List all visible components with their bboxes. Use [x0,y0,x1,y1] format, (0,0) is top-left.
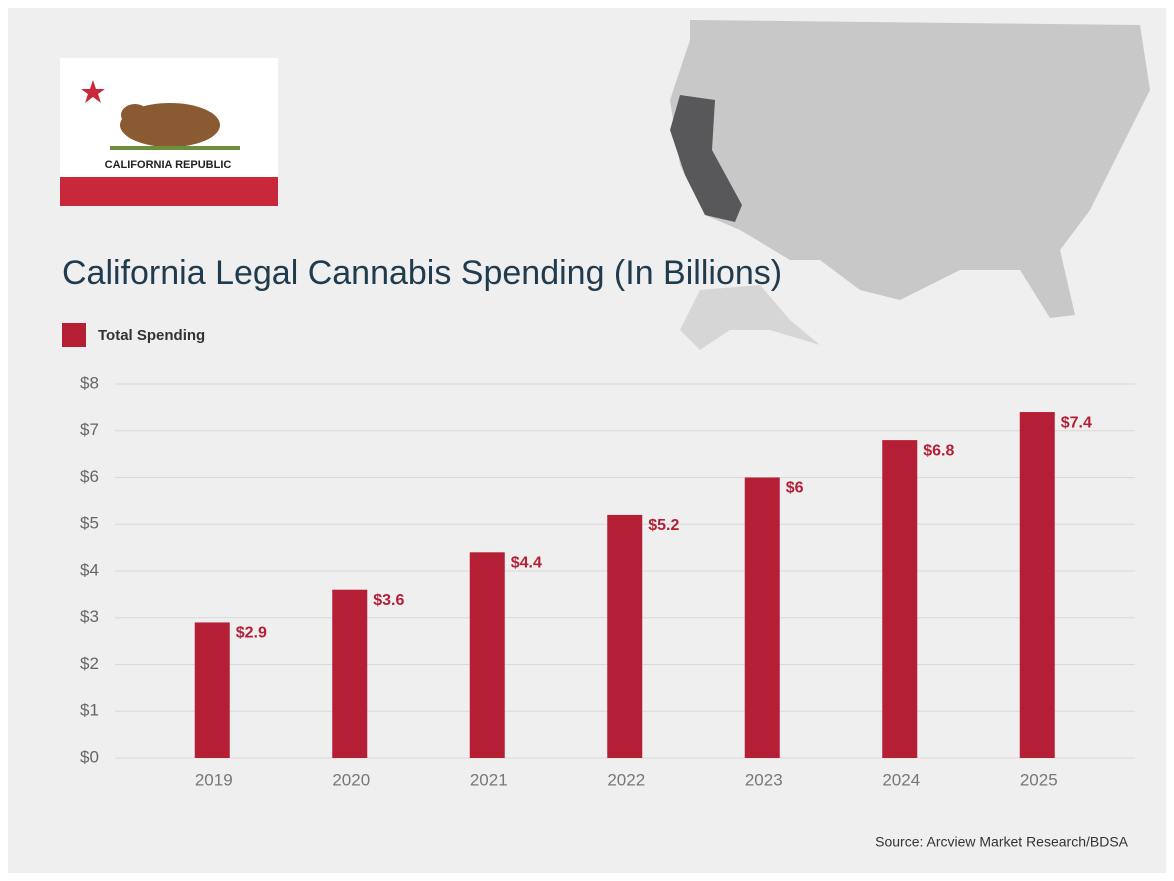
value-label: $3.6 [373,592,404,609]
legend-label: Total Spending [98,327,205,344]
bar [882,440,918,758]
y-tick-label: $4 [80,560,99,579]
bar [607,514,643,758]
legend-swatch [62,323,86,347]
bar [744,477,780,758]
y-tick-label: $6 [80,467,99,486]
x-tick-label: 2020 [332,770,370,789]
flag: CALIFORNIA REPUBLIC [60,58,278,206]
value-label: $7.4 [1061,414,1092,431]
y-tick-label: $7 [80,420,99,439]
y-tick-label: $2 [80,654,99,673]
x-tick-label: 2021 [470,770,508,789]
bar [194,622,230,758]
value-label: $5.2 [648,517,679,534]
chart-title: California Legal Cannabis Spending (In B… [62,254,782,292]
value-label: $2.9 [236,625,267,642]
x-tick-label: 2019 [195,770,233,789]
source: Source: Arcview Market Research/BDSA [875,834,1129,850]
x-tick-label: 2022 [607,770,645,789]
us-map [670,20,1150,350]
x-tick-label: 2024 [882,770,920,789]
value-label: $6.8 [923,442,954,459]
value-label: $6 [786,480,804,497]
bar [1019,412,1055,758]
y-tick-label: $0 [80,747,99,766]
bar [332,589,368,758]
flag-label: CALIFORNIA REPUBLIC [105,159,232,171]
y-tick-label: $5 [80,514,99,533]
y-tick-label: $8 [80,373,99,392]
x-tick-label: 2025 [1020,770,1058,789]
y-tick-label: $1 [80,701,99,720]
bar [469,552,505,758]
value-label: $4.4 [511,555,542,572]
y-tick-label: $3 [80,607,99,626]
x-tick-label: 2023 [745,770,783,789]
